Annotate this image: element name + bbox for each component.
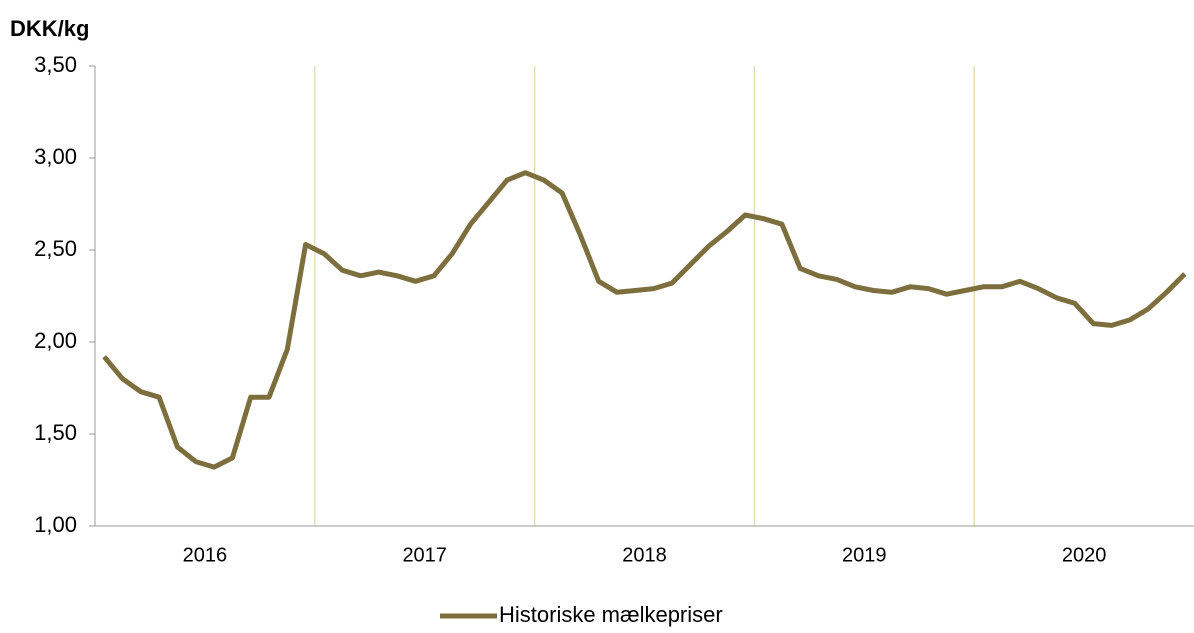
- axis-label: DKK/kg: [10, 16, 89, 41]
- y-tick-label: 1,00: [34, 512, 77, 537]
- y-tick-label: 2,50: [34, 236, 77, 261]
- x-tick-label: 2019: [842, 544, 887, 566]
- x-tick-label: 2020: [1062, 544, 1107, 566]
- line: [102, 170, 1187, 470]
- y-tick-label: 1,50: [34, 420, 77, 445]
- y-tick-label: 2,00: [34, 328, 77, 353]
- y-tick-label: 3,50: [34, 52, 77, 77]
- x-tick-label: 2017: [402, 544, 447, 566]
- y-tick-label: 3,00: [34, 144, 77, 169]
- x-tick-label: 2018: [622, 544, 667, 566]
- x-tick-label: 2016: [183, 544, 228, 566]
- legend-label: Historiske mælkepriser: [499, 602, 723, 627]
